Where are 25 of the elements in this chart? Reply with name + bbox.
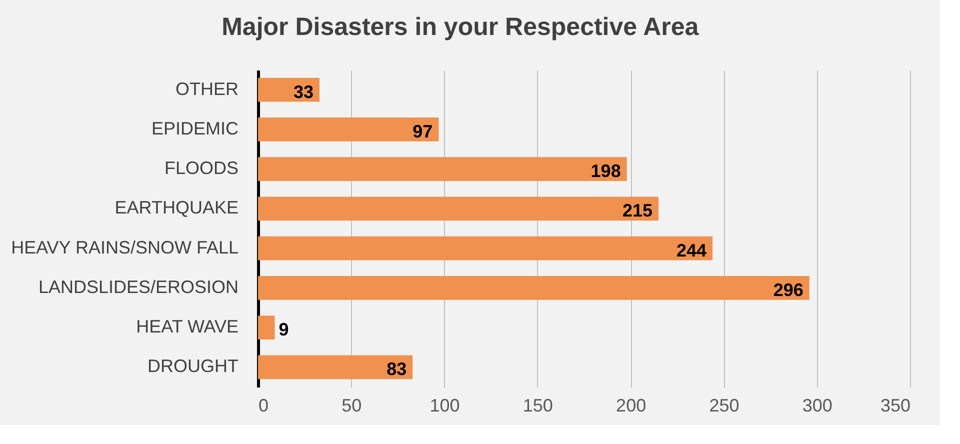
chart-title: Major Disasters in your Respective Area (222, 13, 700, 41)
data-label: 9 (278, 320, 289, 340)
data-label: 97 (412, 121, 433, 142)
y-tick-label: FLOODS (164, 158, 238, 178)
data-label: 33 (293, 82, 314, 102)
x-tick-label: 300 (802, 396, 832, 416)
x-tick-label: 200 (616, 396, 646, 416)
data-label: 215 (622, 200, 653, 221)
data-label: 198 (590, 161, 621, 182)
data-label: 83 (386, 359, 407, 380)
x-tick-label: 100 (430, 396, 460, 416)
x-tick-label: 150 (522, 396, 553, 416)
y-tick-label: EPIDEMIC (151, 118, 238, 138)
y-tick-label: DROUGHT (148, 356, 238, 376)
x-tick-label: 50 (342, 396, 362, 416)
y-tick-label: LANDSLIDES/EROSION (38, 276, 238, 297)
data-label: 244 (676, 240, 707, 260)
y-tick-label: EARTHQUAKE (114, 198, 238, 218)
y-tick-label: HEAT WAVE (136, 316, 238, 337)
y-tick-label: OTHER (176, 78, 238, 99)
y-tick-label: HEAVY RAINS/SNOW FALL (11, 237, 238, 258)
x-tick-label: 350 (880, 396, 910, 416)
x-tick-label: 250 (709, 396, 740, 416)
data-label: 296 (773, 280, 804, 300)
x-tick-label: 0 (258, 396, 269, 416)
